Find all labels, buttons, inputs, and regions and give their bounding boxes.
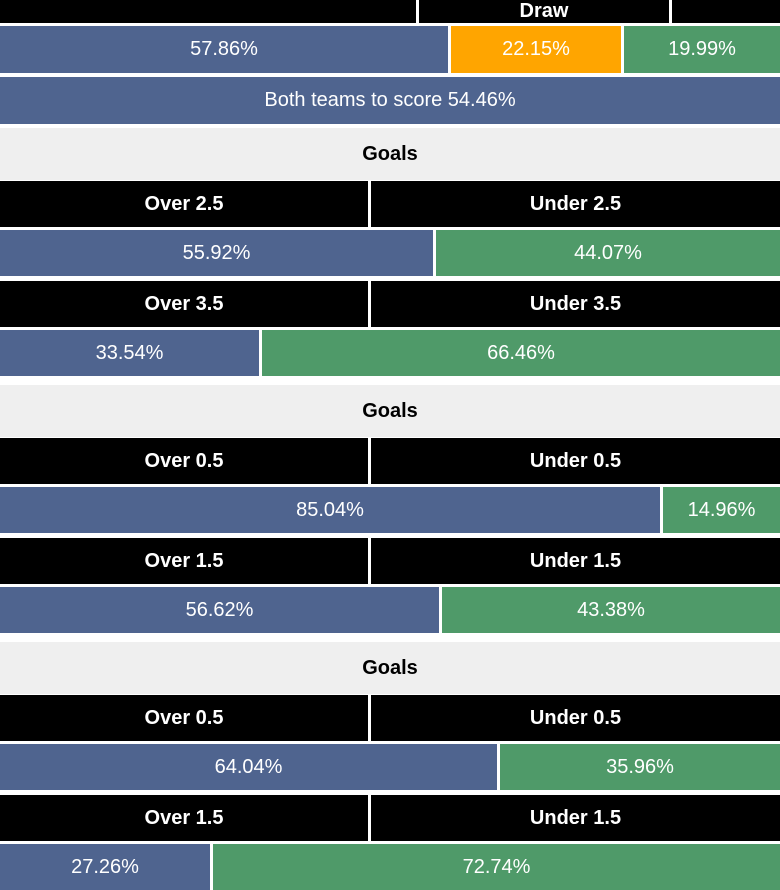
over-label: Over 3.5: [144, 292, 224, 315]
under-label: Under 0.5: [529, 706, 622, 729]
over-label: Over 1.5: [144, 806, 224, 829]
under-pct: 66.46%: [487, 341, 555, 364]
over-label: Over 1.5: [144, 549, 224, 572]
under-pct: 44.07%: [574, 241, 642, 264]
market-header-row: Over 2.5 Under 2.5: [0, 181, 780, 227]
under-label: Under 3.5: [529, 292, 622, 315]
under-pct: 43.38%: [577, 598, 645, 621]
under-header-cell: Under 2.5: [371, 181, 780, 227]
under-pct: 72.74%: [462, 855, 531, 878]
under-label: Under 2.5: [529, 192, 622, 215]
market-header-row: Over 3.5 Under 3.5: [0, 281, 780, 327]
under-pct: 14.96%: [687, 498, 756, 521]
market-probability-bar: 64.04% 35.96%: [0, 744, 780, 790]
home-win-segment: 57.86%: [0, 26, 451, 73]
under-label: Under 0.5: [529, 449, 622, 472]
over-pct: 85.04%: [296, 498, 364, 521]
over-segment: 27.26%: [0, 844, 213, 890]
market-header-row: Over 0.5 Under 0.5: [0, 695, 780, 741]
under-label: Under 1.5: [529, 549, 622, 572]
away-win-segment: 19.99%: [624, 26, 780, 73]
home-win-pct: 57.86%: [190, 38, 258, 60]
over-segment: 55.92%: [0, 230, 436, 276]
draw-segment: 22.15%: [451, 26, 624, 73]
under-header-cell: Under 3.5: [371, 281, 780, 327]
over-label: Over 0.5: [144, 706, 224, 729]
goals-section-title: Goals: [0, 642, 780, 694]
under-segment: 14.96%: [663, 487, 780, 533]
draw-header-cell: Draw: [419, 0, 672, 23]
under-label: Under 1.5: [529, 806, 622, 829]
draw-label: Draw: [519, 0, 569, 22]
away-win-pct: 19.99%: [668, 38, 736, 60]
market-header-row: Over 0.5 Under 0.5: [0, 438, 780, 484]
under-segment: 72.74%: [213, 844, 780, 890]
goals-section-title: Goals: [0, 128, 780, 180]
under-header-cell: Under 1.5: [371, 538, 780, 584]
market-probability-bar: 85.04% 14.96%: [0, 487, 780, 533]
under-header-cell: Under 0.5: [371, 438, 780, 484]
under-segment: 43.38%: [442, 587, 780, 633]
home-header-cell: [0, 0, 419, 23]
over-header-cell: Over 1.5: [0, 538, 371, 584]
over-pct: 33.54%: [95, 341, 164, 364]
over-segment: 64.04%: [0, 744, 500, 790]
over-segment: 85.04%: [0, 487, 663, 533]
market-probability-bar: 33.54% 66.46%: [0, 330, 780, 376]
under-header-cell: Under 0.5: [371, 695, 780, 741]
over-pct: 64.04%: [214, 755, 283, 778]
btts-label: Both teams to score 54.46%: [264, 89, 516, 111]
market-probability-bar: 55.92% 44.07%: [0, 230, 780, 276]
draw-pct: 22.15%: [502, 38, 570, 60]
under-pct: 35.96%: [606, 755, 674, 778]
btts-bar: Both teams to score 54.46%: [0, 77, 780, 124]
over-segment: 33.54%: [0, 330, 262, 376]
market-probability-bar: 27.26% 72.74%: [0, 844, 780, 890]
over-pct: 55.92%: [182, 241, 251, 264]
over-header-cell: Over 0.5: [0, 438, 371, 484]
over-header-cell: Over 0.5: [0, 695, 371, 741]
market-header-row: Over 1.5 Under 1.5: [0, 795, 780, 841]
over-label: Over 2.5: [144, 192, 224, 215]
market-header-row: Over 1.5 Under 1.5: [0, 538, 780, 584]
result-probability-bar: 57.86% 22.15% 19.99%: [0, 26, 780, 73]
over-pct: 27.26%: [71, 855, 139, 878]
over-header-cell: Over 2.5: [0, 181, 371, 227]
over-header-cell: Over 1.5: [0, 795, 371, 841]
goals-section-title: Goals: [0, 385, 780, 437]
under-segment: 35.96%: [500, 744, 780, 790]
over-header-cell: Over 3.5: [0, 281, 371, 327]
under-segment: 66.46%: [262, 330, 780, 376]
under-segment: 44.07%: [436, 230, 780, 276]
result-header-row: Draw: [0, 0, 780, 23]
over-label: Over 0.5: [144, 449, 224, 472]
market-probability-bar: 56.62% 43.38%: [0, 587, 780, 633]
over-pct: 56.62%: [185, 598, 254, 621]
away-header-cell: [672, 0, 780, 23]
over-segment: 56.62%: [0, 587, 442, 633]
under-header-cell: Under 1.5: [371, 795, 780, 841]
